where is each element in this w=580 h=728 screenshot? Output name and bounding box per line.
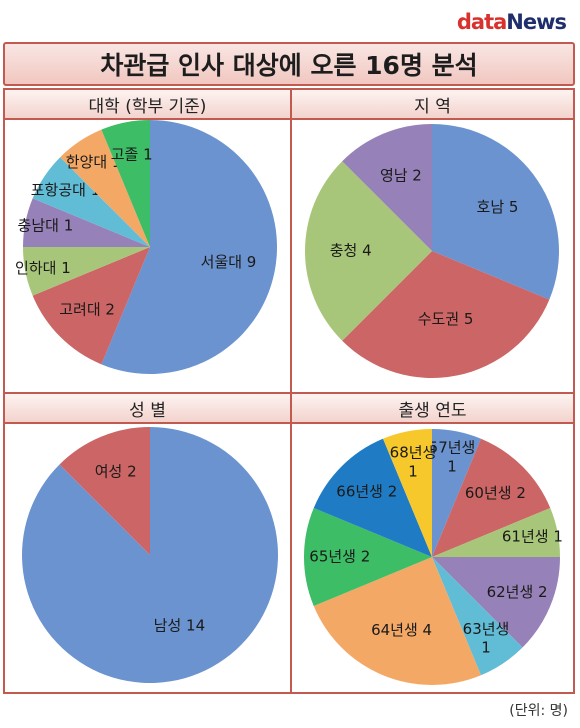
gender-pie-chart: 남성 14 여성 2 bbox=[21, 427, 278, 683]
pie-slice-label: 인하대 1 bbox=[15, 259, 71, 277]
pie-slice-label: 66년생 2 bbox=[336, 482, 397, 500]
pie-slice bbox=[21, 427, 278, 683]
panel-divider-vertical bbox=[290, 90, 292, 692]
gender-panel-header: 성 별 bbox=[5, 394, 290, 424]
pie-slice-label: 65년생 2 bbox=[309, 548, 370, 566]
region-pie-chart: 호남 5 수도권 5 충청 4 영남 2 bbox=[305, 124, 559, 378]
university-panel-header: 대학 (학부 기준) bbox=[5, 90, 290, 120]
pie-slice bbox=[432, 438, 551, 557]
pie-slice-label: 포항공대 1 bbox=[31, 181, 101, 199]
pie-slice bbox=[60, 129, 151, 247]
datanews-logo: dataNews bbox=[456, 10, 567, 34]
pie-slice bbox=[59, 427, 150, 555]
pie-slice bbox=[305, 161, 432, 341]
pie-slice bbox=[383, 429, 432, 557]
pie-slice bbox=[23, 198, 150, 247]
pie-slice-label: 충남대 1 bbox=[18, 217, 74, 235]
birthyear-pie-chart: 57년생 1 60년생 2 61년생 1 62년생 2 63년생 1 64년생 4 65년생 2… bbox=[303, 429, 563, 686]
unit-note: (단위: 명) bbox=[509, 703, 568, 719]
pie-slice-label: 영남 2 bbox=[380, 166, 422, 184]
pie-slice-label: 60년생 2 bbox=[465, 484, 526, 502]
pie-slice-label: 62년생 2 bbox=[487, 583, 548, 601]
pie-slice-label: 남성 14 bbox=[154, 617, 205, 635]
birthyear-panel-header: 출생 연도 bbox=[292, 394, 573, 424]
pie-slice-label: 57년생 1 bbox=[429, 438, 476, 475]
university-pie-chart: 서울대 9 고려대 2 인하대 1 충남대 1 포항공대 1 한양대 1고졸 1 bbox=[15, 120, 278, 374]
pie-slice-label: 고려대 2 bbox=[59, 300, 115, 318]
panel-divider-horizontal bbox=[5, 392, 573, 394]
chart-grid: 대학 (학부 기준) 지 역 성 별 출생 연도 서울대 9 고려대 2 인하대 1… bbox=[3, 88, 575, 694]
pie-slice-label: 61년생 1 bbox=[502, 528, 563, 546]
pie-slice-label: 68년생 1 bbox=[390, 443, 437, 480]
pie-slice bbox=[313, 557, 481, 686]
pie-slice-label: 수도권 5 bbox=[418, 310, 474, 328]
pie-slice-label: 64년생 4 bbox=[371, 621, 432, 639]
pie-slice bbox=[432, 557, 560, 648]
pie-slice bbox=[32, 247, 150, 365]
pie-slice bbox=[32, 157, 150, 247]
pie-slice bbox=[101, 120, 278, 374]
pie-slice bbox=[432, 429, 481, 557]
pie-slice-label: 한양대 1 bbox=[66, 153, 122, 171]
pie-slice bbox=[342, 251, 550, 378]
pie-slice bbox=[432, 557, 523, 676]
pie-slice bbox=[342, 124, 432, 251]
pie-slice bbox=[313, 438, 432, 557]
pie-slice-label: 63년생 1 bbox=[463, 619, 510, 656]
pie-slice-label: 호남 5 bbox=[477, 198, 519, 216]
pie-slice bbox=[23, 247, 150, 296]
infographic-title: 차관급 인사 대상에 오른 16명 분석 bbox=[3, 42, 575, 86]
pie-slice bbox=[101, 120, 150, 247]
pie-slice bbox=[432, 508, 560, 557]
pie-slice-label: 여성 2 bbox=[95, 463, 137, 481]
pie-slice-label: 서울대 9 bbox=[201, 253, 257, 271]
region-panel-header: 지 역 bbox=[292, 90, 573, 120]
pie-slice-label: 충청 4 bbox=[330, 242, 372, 260]
pie-slice-label: 고졸 1 bbox=[111, 145, 153, 163]
pie-slice bbox=[303, 508, 432, 606]
pie-slice bbox=[432, 124, 559, 300]
